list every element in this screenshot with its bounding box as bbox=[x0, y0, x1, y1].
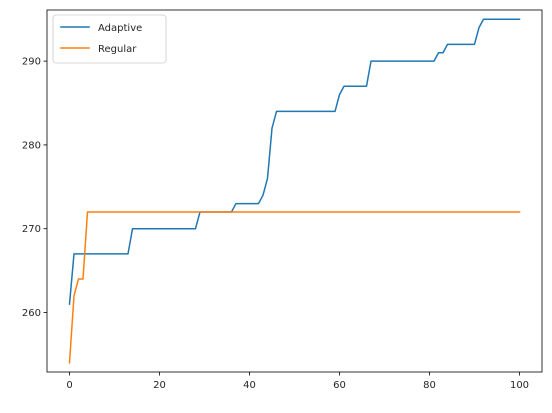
x-tick-label: 0 bbox=[66, 380, 72, 391]
x-tick-label: 80 bbox=[423, 380, 436, 391]
legend-label-adaptive: Adaptive bbox=[98, 23, 142, 34]
y-tick-label: 270 bbox=[22, 224, 41, 235]
y-tick-label: 280 bbox=[22, 140, 41, 151]
x-tick-label: 20 bbox=[153, 380, 166, 391]
legend: Adaptive Regular bbox=[52, 14, 167, 64]
x-tick-label: 60 bbox=[333, 380, 346, 391]
plot-area-background bbox=[47, 10, 542, 372]
x-axis-ticks: 0 20 40 60 80 100 bbox=[66, 372, 529, 391]
series-layer bbox=[68, 18, 521, 364]
plot-frame bbox=[46, 9, 543, 373]
x-tick-label: 100 bbox=[510, 380, 529, 391]
y-axis-ticks: 260 270 280 290 bbox=[22, 57, 47, 319]
legend-label-regular: Regular bbox=[98, 44, 137, 55]
y-tick-label: 290 bbox=[22, 57, 41, 68]
y-tick-label: 260 bbox=[22, 308, 41, 319]
series-line-adaptive bbox=[68, 18, 521, 305]
x-tick-label: 40 bbox=[243, 380, 256, 391]
series-line-regular bbox=[68, 211, 521, 364]
